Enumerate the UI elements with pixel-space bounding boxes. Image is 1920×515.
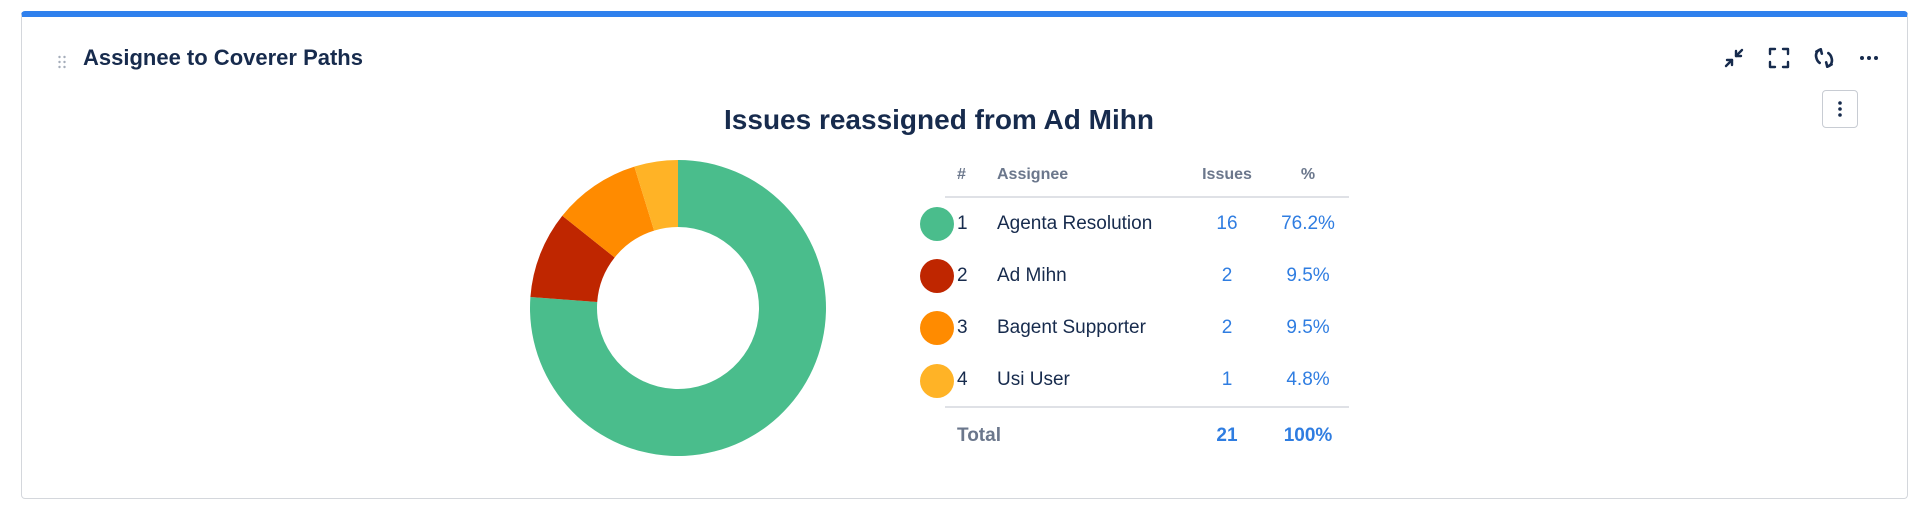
row-num: 2: [957, 265, 968, 286]
row-pct-link[interactable]: 4.8%: [1267, 354, 1349, 408]
row-pct-link[interactable]: 9.5%: [1286, 317, 1330, 338]
row-pct-link[interactable]: 9.5%: [1286, 265, 1330, 286]
total-label: Total: [957, 425, 1001, 446]
donut-slice-3[interactable]: [562, 166, 655, 258]
drag-handle-icon[interactable]: [57, 54, 67, 70]
refresh-icon: [1814, 47, 1833, 68]
legend-dot-3: [920, 311, 954, 345]
row-issues-link[interactable]: 16: [1216, 213, 1238, 234]
minimize-icon: [1724, 48, 1743, 67]
row-num: 4: [945, 354, 997, 408]
chart-options-button[interactable]: [1822, 90, 1858, 128]
table-row[interactable]: 3 Bagent Supporter 2 9.5%: [945, 302, 1349, 354]
row-num: 1: [957, 213, 968, 234]
legend-table: # Assignee Issues % 1 Agenta Resolution …: [945, 164, 1349, 464]
donut-slice-1[interactable]: [530, 160, 826, 457]
row-issues-link[interactable]: 2: [1221, 317, 1233, 338]
widget-card: Assignee to Coverer Paths: [21, 11, 1908, 499]
row-pct-link[interactable]: 76.2%: [1281, 213, 1335, 234]
table-row[interactable]: 4 Usi User 1 4.8%: [945, 354, 1349, 408]
legend-dot-1: [920, 206, 954, 241]
row-issues-link[interactable]: 2: [1221, 265, 1233, 286]
table-header-row: # Assignee Issues %: [945, 164, 1349, 198]
header-pct[interactable]: %: [1267, 164, 1349, 198]
widget-toolbar: [1719, 43, 1883, 72]
legend-dot-2: [920, 259, 954, 293]
more-options-button[interactable]: [1854, 43, 1883, 72]
total-pct-link[interactable]: 100%: [1283, 425, 1333, 446]
table-row[interactable]: 2 Ad Mihn 2 9.5%: [945, 250, 1349, 302]
widget-title: Assignee to Coverer Paths: [83, 45, 363, 70]
minimize-button[interactable]: [1719, 43, 1748, 72]
row-assignee: Usi User: [997, 354, 1187, 408]
chart-title: Issues reassigned from Ad Mihn: [724, 104, 1154, 135]
fullscreen-icon: [1768, 47, 1789, 68]
more-vertical-icon: [1838, 101, 1842, 117]
row-assignee: Ad Mihn: [997, 265, 1067, 286]
header-num[interactable]: #: [945, 164, 997, 198]
row-assignee: Bagent Supporter: [997, 317, 1146, 338]
more-horizontal-icon: [1859, 55, 1878, 60]
row-assignee: Agenta Resolution: [997, 213, 1153, 234]
total-issues-link[interactable]: 21: [1216, 425, 1238, 446]
row-num: 3: [957, 317, 968, 338]
header-assignee[interactable]: Assignee: [997, 164, 1187, 198]
donut-slice-4[interactable]: [634, 160, 678, 231]
donut-slice-2[interactable]: [530, 215, 615, 302]
donut-chart: [530, 160, 826, 457]
refresh-button[interactable]: [1809, 43, 1838, 72]
row-issues-link[interactable]: 1: [1187, 354, 1267, 408]
total-row: Total 21 100%: [945, 407, 1349, 464]
fullscreen-button[interactable]: [1764, 43, 1793, 72]
table-row[interactable]: 1 Agenta Resolution 16 76.2%: [945, 197, 1349, 250]
header-issues[interactable]: Issues: [1187, 164, 1267, 198]
